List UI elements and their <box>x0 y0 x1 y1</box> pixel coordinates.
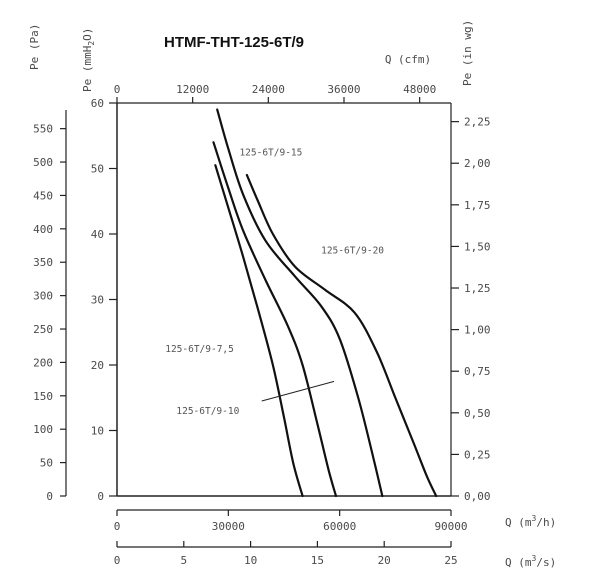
m3s-tick-label: 5 <box>180 554 187 567</box>
pa-tick-label: 50 <box>40 457 53 470</box>
mmh2o-tick-label: 20 <box>91 359 104 372</box>
pa-tick-label: 100 <box>33 423 53 436</box>
inwg-tick-label: 0,75 <box>464 365 491 378</box>
pa-tick-label: 500 <box>33 156 53 169</box>
mmh2o-tick-label: 30 <box>91 294 104 307</box>
pa-tick-label: 450 <box>33 189 53 202</box>
pa-tick-label: 200 <box>33 356 53 369</box>
inwg-tick-label: 1,75 <box>464 199 491 212</box>
cfm-tick-label: 24000 <box>252 83 285 96</box>
series-line <box>214 164 304 498</box>
mmh2o-tick-label: 50 <box>91 163 104 176</box>
q-m3h-axis-title: Q (m3/h) <box>505 514 556 529</box>
pa-tick-label: 300 <box>33 290 53 303</box>
inwg-tick-label: 0,00 <box>464 490 491 503</box>
m3h-tick-label: 0 <box>114 520 121 533</box>
series-line <box>245 173 438 498</box>
series-layer <box>212 108 438 498</box>
q-cfm-axis-title: Q (cfm) <box>385 53 431 66</box>
series-line <box>212 141 338 498</box>
m3h-tick-label: 30000 <box>212 520 245 533</box>
m3s-tick-label: 0 <box>114 554 121 567</box>
inwg-tick-label: 1,25 <box>464 282 491 295</box>
pa-tick-label: 0 <box>46 490 53 503</box>
cfm-tick-label: 0 <box>114 83 121 96</box>
inwg-tick-label: 1,50 <box>464 240 491 253</box>
m3s-tick-label: 15 <box>311 554 324 567</box>
series-label: 125-6T/9-10 <box>176 406 239 417</box>
pa-tick-label: 350 <box>33 256 53 269</box>
series-line <box>216 108 384 498</box>
series-label: 125-6T/9-15 <box>239 147 302 158</box>
pa-tick-label: 550 <box>33 123 53 136</box>
series-label-leader <box>261 380 335 402</box>
pe-inwg-axis-title: Pe (in wg) <box>461 20 474 86</box>
m3h-tick-label: 90000 <box>434 520 467 533</box>
pe-pa-axis-title: Pe (Pa) <box>28 24 41 70</box>
mmh2o-tick-label: 60 <box>91 97 104 110</box>
cfm-tick-label: 36000 <box>327 83 360 96</box>
m3s-tick-label: 25 <box>444 554 457 567</box>
pa-tick-label: 150 <box>33 390 53 403</box>
mmh2o-tick-label: 0 <box>97 490 104 503</box>
m3s-tick-label: 10 <box>244 554 257 567</box>
mmh2o-tick-label: 40 <box>91 228 104 241</box>
cfm-tick-label: 12000 <box>176 83 209 96</box>
inwg-tick-label: 0,25 <box>464 448 491 461</box>
inwg-tick-label: 2,00 <box>464 157 491 170</box>
m3s-tick-label: 20 <box>378 554 391 567</box>
q-m3s-axis-title: Q (m3/s) <box>505 554 556 569</box>
mmh2o-tick-label: 10 <box>91 425 104 438</box>
inwg-tick-label: 1,00 <box>464 324 491 337</box>
m3h-tick-label: 60000 <box>323 520 356 533</box>
cfm-tick-label: 48000 <box>403 83 436 96</box>
pe-mmh2o-axis-title: Pe (mmH2O) <box>81 28 96 92</box>
inwg-tick-label: 2,25 <box>464 116 491 129</box>
inwg-tick-label: 0,50 <box>464 407 491 420</box>
pa-tick-label: 400 <box>33 223 53 236</box>
series-label: 125-6T/9-20 <box>321 246 384 257</box>
series-label: 125-6T/9-7,5 <box>165 344 234 355</box>
chart-title: HTMF-THT-125-6T/9 <box>164 34 304 51</box>
pa-tick-label: 250 <box>33 323 53 336</box>
series-label-layer: 125-6T/9-15 125-6T/9-20 125-6T/9-7,5 125-6T… <box>165 147 384 417</box>
